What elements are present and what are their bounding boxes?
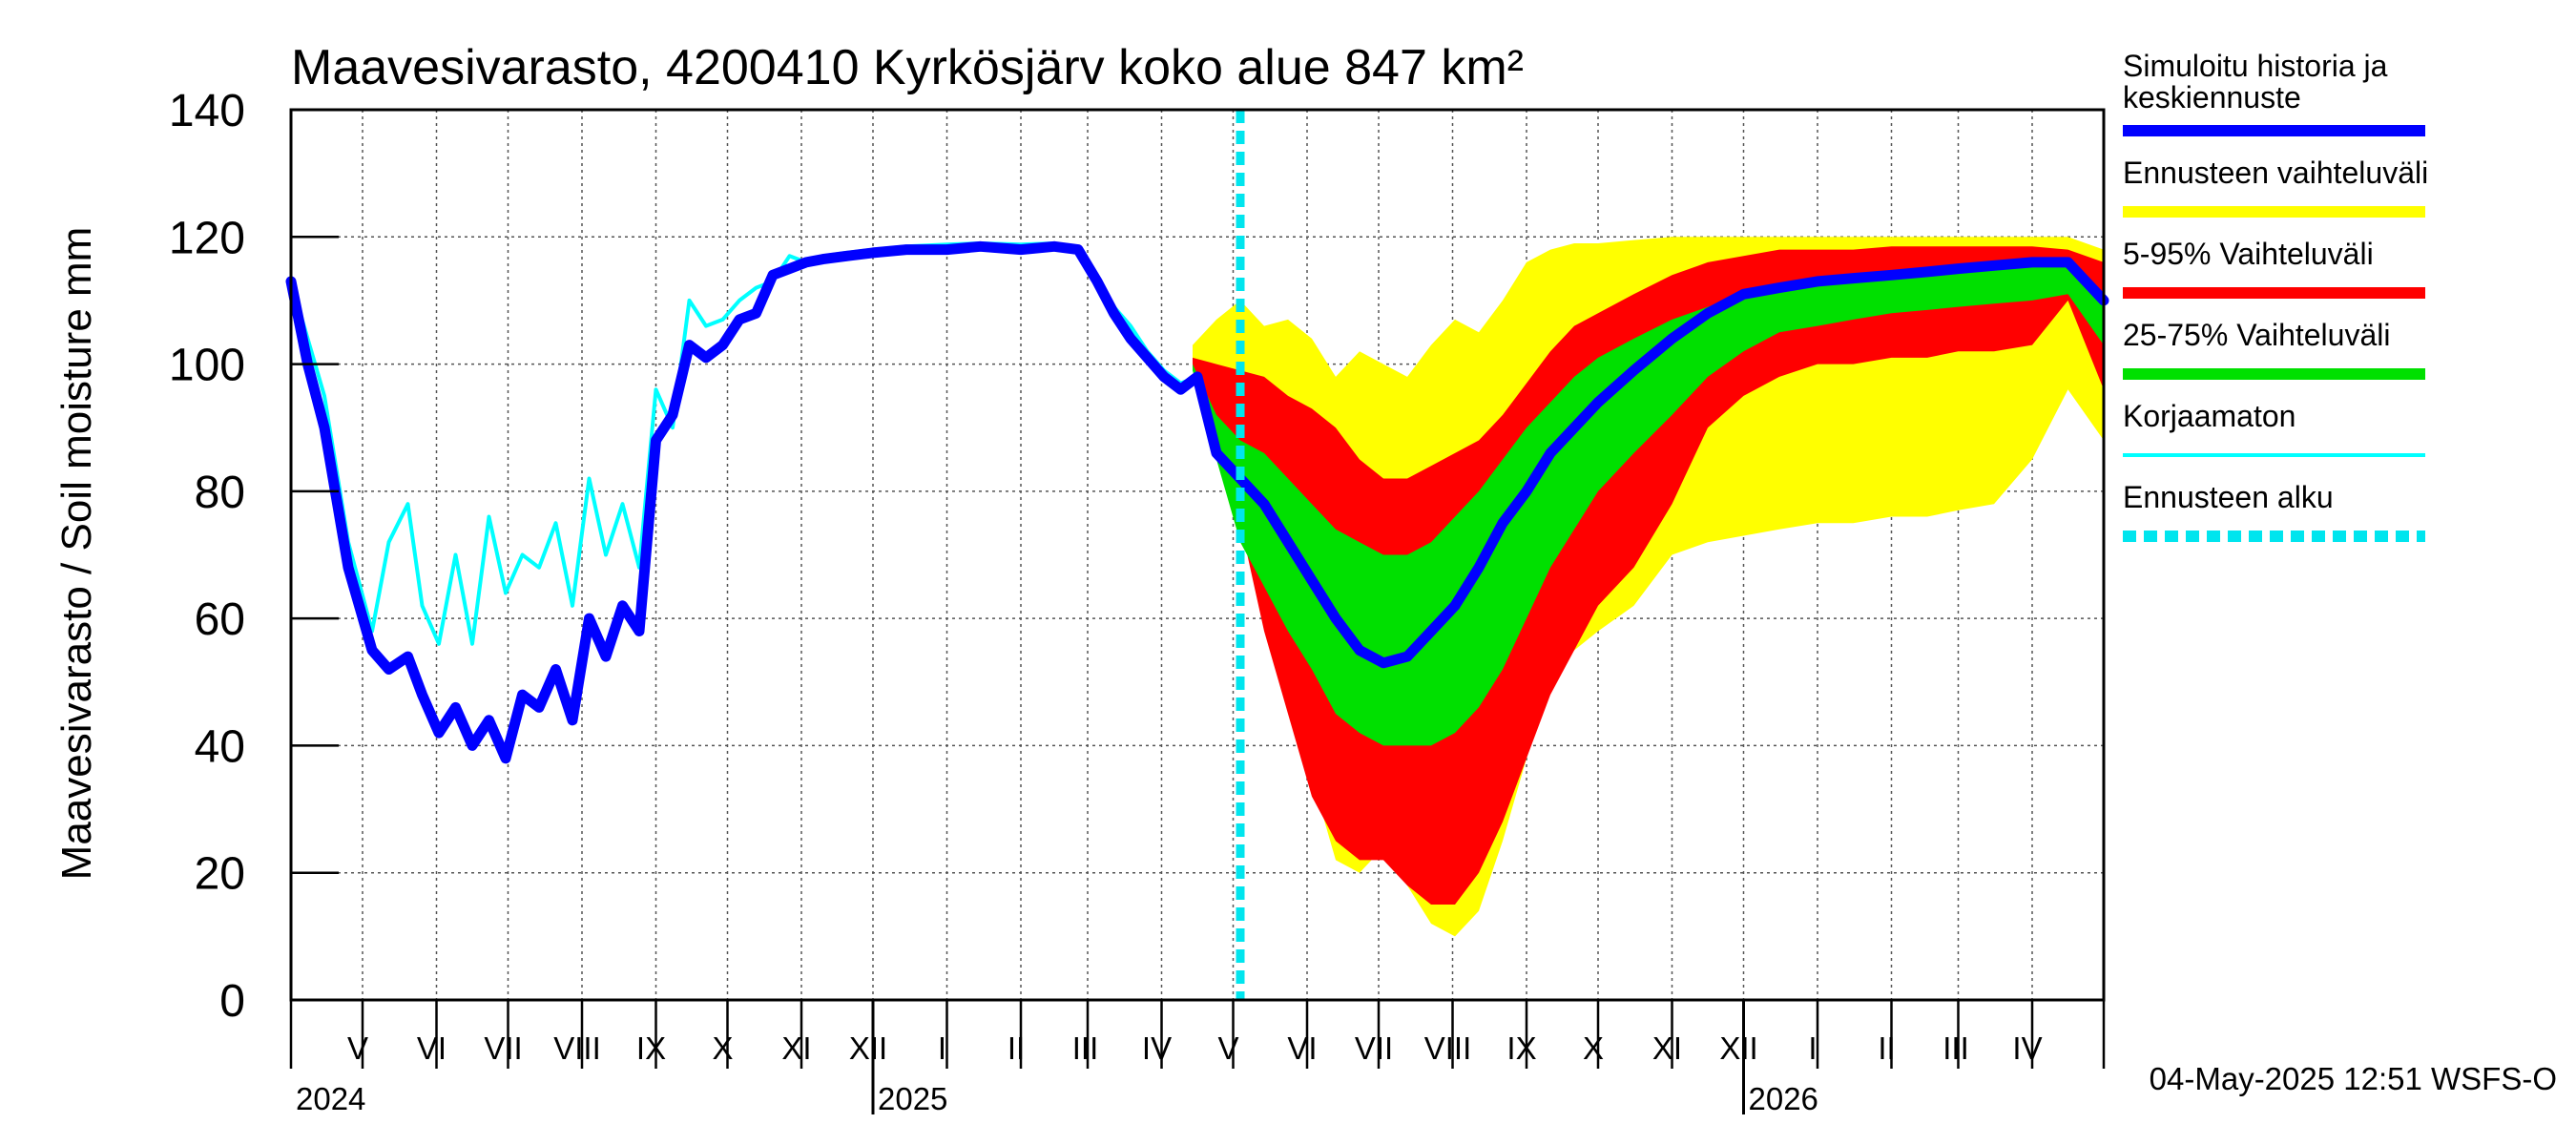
year-label: 2024 <box>296 1081 365 1116</box>
month-label: VIII <box>1424 1030 1472 1066</box>
timestamp-footer: 04-May-2025 12:51 WSFS-O <box>2150 1061 2557 1096</box>
month-label: VII <box>484 1030 522 1066</box>
y-tick-label: 40 <box>195 721 245 772</box>
simulated-history-line <box>285 240 2109 764</box>
month-label: V <box>1217 1030 1238 1066</box>
month-label: XI <box>781 1030 811 1066</box>
y-tick-label: 120 <box>169 213 245 263</box>
month-label: II <box>1008 1030 1025 1066</box>
y-axis-label: Maavesivarasto / Soil moisture mm <box>53 227 100 881</box>
y-tick-label: 80 <box>195 468 245 518</box>
month-label: X <box>712 1030 733 1066</box>
chart-title: Maavesivarasto, 4200410 Kyrkösjärv koko … <box>291 40 1524 95</box>
y-tick-label: 20 <box>195 849 245 900</box>
y-tick-label: 0 <box>219 976 245 1027</box>
month-label: X <box>1583 1030 1604 1066</box>
y-tick-label: 140 <box>169 86 245 136</box>
month-label: I <box>938 1030 946 1066</box>
year-label: 2025 <box>878 1081 947 1116</box>
month-label: IX <box>1506 1030 1536 1066</box>
y-axis-ticks: 0 20 40 60 80 100 120 140 <box>169 86 339 1027</box>
legend-label: Ennusteen vaihteluväli <box>2123 156 2428 190</box>
month-label: IX <box>636 1030 666 1066</box>
month-label: VIII <box>553 1030 601 1066</box>
month-label: XI <box>1652 1030 1682 1066</box>
legend-label: 25-75% Vaihteluväli <box>2123 318 2390 352</box>
plot-frame <box>289 108 2106 1002</box>
month-label: V <box>347 1030 368 1066</box>
legend-label: Ennusteen alku <box>2123 480 2334 514</box>
month-label: I <box>1808 1030 1817 1066</box>
month-label: VI <box>417 1030 447 1066</box>
month-label: IV <box>2012 1030 2042 1066</box>
x-axis-ticks: V VI VII VIII IX X XI XII I II III IV V VI VII VIII IX X X… <box>289 1000 2106 1116</box>
forecast-bands <box>1193 237 2104 937</box>
month-label: VII <box>1355 1030 1393 1066</box>
series-lines <box>285 240 2109 764</box>
month-label: IV <box>1142 1030 1172 1066</box>
month-label: XII <box>1719 1030 1757 1066</box>
korjaamaton-line <box>289 241 1199 646</box>
legend-label: Simuloitu historia ja <box>2123 49 2388 83</box>
y-tick-label: 60 <box>195 594 245 645</box>
month-label: XII <box>849 1030 887 1066</box>
y-tick-label: 100 <box>169 341 245 391</box>
month-label: VI <box>1287 1030 1317 1066</box>
band-25-75-vaihteluv-li <box>1193 261 2104 746</box>
year-label: 2026 <box>1749 1081 1818 1116</box>
month-label: III <box>1942 1030 1969 1066</box>
month-label: III <box>1072 1030 1099 1066</box>
legend-label: Korjaamaton <box>2123 399 2296 433</box>
legend-label: 5-95% Vaihteluväli <box>2123 237 2374 271</box>
month-label: II <box>1878 1030 1895 1066</box>
legend-label: keskiennuste <box>2123 80 2301 114</box>
